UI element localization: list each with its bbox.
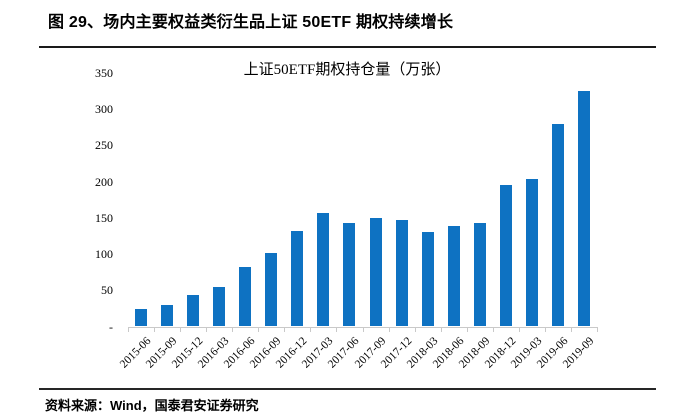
bar xyxy=(239,267,252,327)
bar xyxy=(343,222,356,327)
y-tick-label: 350 xyxy=(95,66,113,80)
x-tick-mark xyxy=(414,326,416,332)
bar xyxy=(161,304,174,327)
title-divider xyxy=(39,46,656,48)
bar xyxy=(135,309,148,327)
x-tick-mark xyxy=(284,326,286,332)
x-tick-mark xyxy=(128,326,129,332)
y-tick-label: 250 xyxy=(95,138,113,153)
x-tick-mark xyxy=(466,326,468,332)
bar xyxy=(395,220,408,327)
x-tick-mark xyxy=(492,326,494,332)
y-tick-label: 200 xyxy=(95,174,113,189)
x-tick-mark xyxy=(440,326,442,332)
y-tick-label: 100 xyxy=(95,247,113,262)
bar xyxy=(473,222,486,327)
bar xyxy=(369,217,382,327)
chart: 上证50ETF期权持仓量（万张） -50 100 150 200 250 300 350 20… xyxy=(95,62,598,371)
bar xyxy=(551,123,564,327)
bar xyxy=(421,232,434,327)
bar xyxy=(265,252,278,327)
x-tick-mark xyxy=(544,326,546,332)
x-tick-mark xyxy=(362,326,364,332)
x-tick-mark xyxy=(336,326,338,332)
bar xyxy=(187,294,200,327)
x-tick-mark xyxy=(518,326,520,332)
x-tick-mark xyxy=(570,326,572,332)
x-tick-mark xyxy=(180,326,182,332)
bar xyxy=(577,91,590,327)
bar xyxy=(525,179,538,327)
x-tick-mark xyxy=(388,326,390,332)
y-tick-label: - xyxy=(109,319,113,334)
bar xyxy=(213,287,226,327)
y-tick-label: 50 xyxy=(101,283,113,298)
bar xyxy=(499,185,512,327)
x-tick-mark xyxy=(154,326,156,332)
bar xyxy=(447,225,460,327)
x-tick-mark xyxy=(232,326,234,332)
y-tick-label: 150 xyxy=(95,210,113,225)
bar xyxy=(317,212,330,327)
x-tick-mark xyxy=(258,326,260,332)
y-tick-label: 300 xyxy=(95,102,113,117)
figure-title: 图 29、场内主要权益类衍生品上证 50ETF 期权持续增长 xyxy=(48,14,454,31)
source-divider xyxy=(39,388,656,390)
x-tick-mark xyxy=(310,326,312,332)
x-tick-mark xyxy=(206,326,208,332)
x-tick-mark xyxy=(597,326,598,332)
chart-title: 上证50ETF期权持仓量（万张） xyxy=(243,62,451,78)
source-text: 资料来源：Wind，国泰君安证券研究 xyxy=(45,398,259,413)
bar xyxy=(291,230,304,327)
